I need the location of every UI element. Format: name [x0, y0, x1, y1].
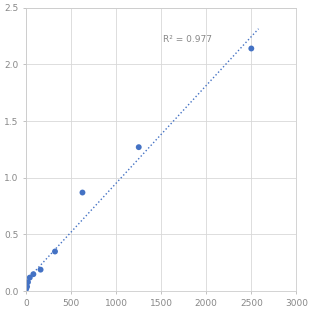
Point [136, 145, 141, 150]
Point [249, 46, 254, 51]
Point [80, 190, 85, 195]
Point [52, 249, 57, 254]
Point [31, 272, 36, 277]
Point [25, 284, 30, 289]
Point [26, 280, 31, 285]
Point [24, 286, 29, 291]
Text: R² = 0.977: R² = 0.977 [163, 35, 212, 44]
Point [38, 267, 43, 272]
Point [27, 275, 32, 280]
